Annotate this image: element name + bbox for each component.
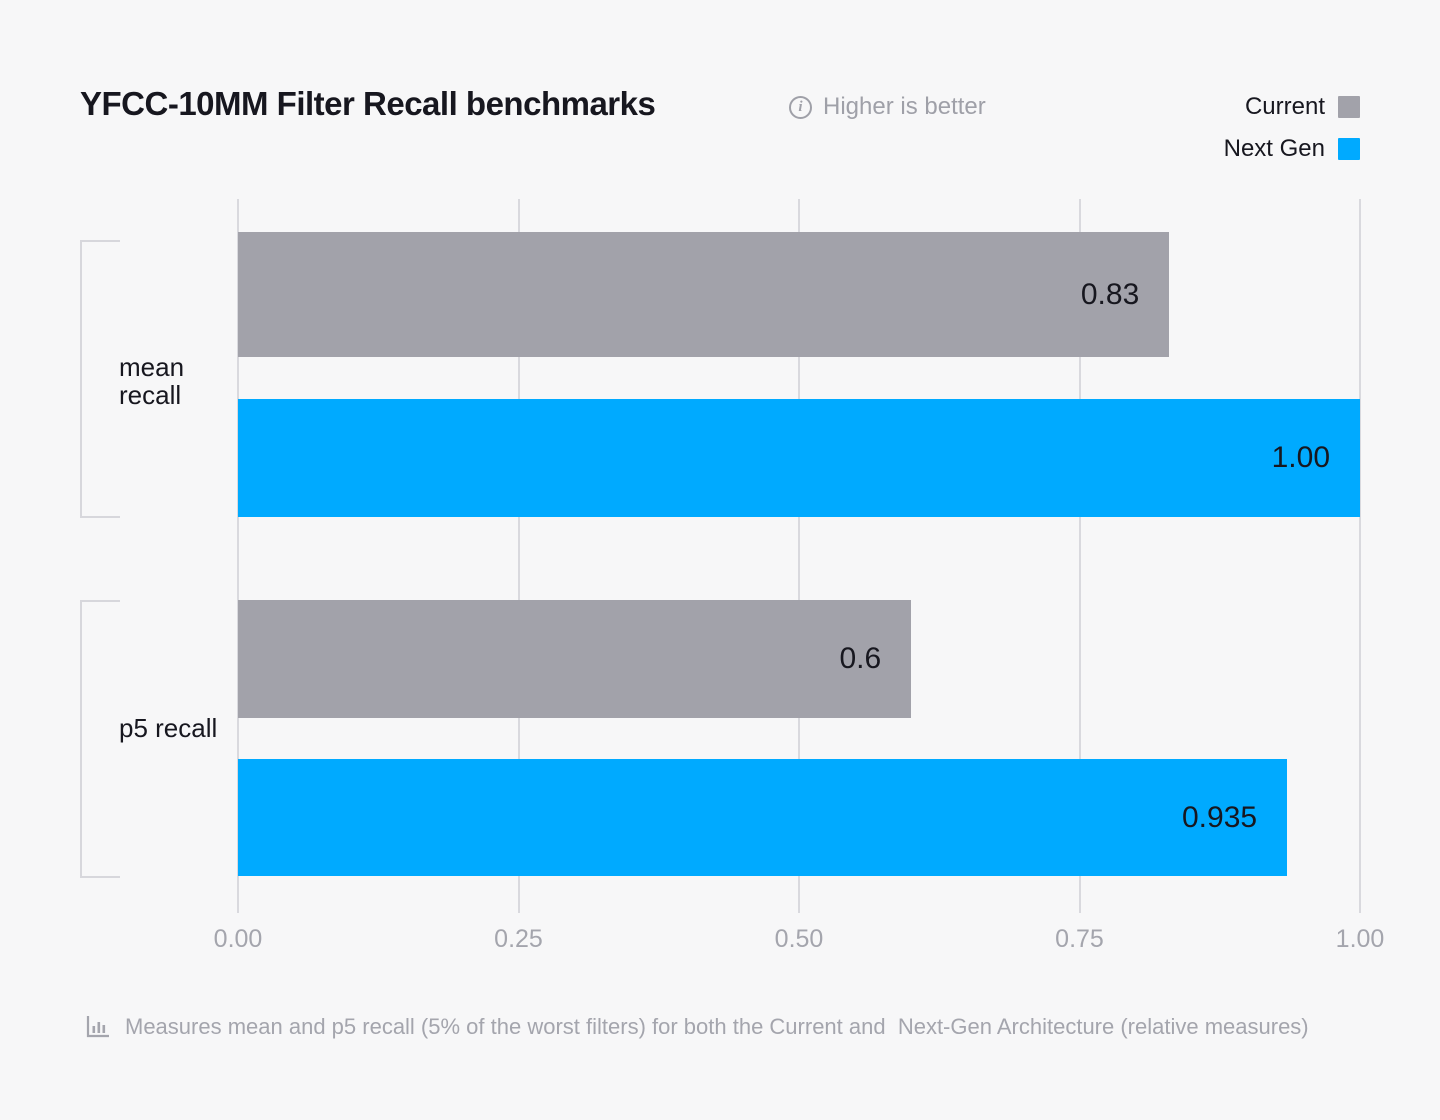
info-icon: i bbox=[789, 95, 812, 119]
bar-chart-icon bbox=[86, 1016, 109, 1038]
bar-row: 0.6 bbox=[238, 600, 1360, 718]
legend-swatch-next-gen bbox=[1338, 138, 1360, 160]
category-label-mean-recall: mean recall bbox=[119, 352, 185, 410]
bar-value-label: 0.83 bbox=[1080, 277, 1140, 311]
page-title: YFCC-10MM Filter Recall benchmarks bbox=[80, 85, 656, 122]
x-tick-label: 0.00 bbox=[213, 925, 263, 953]
bar-row: 1.00 bbox=[238, 399, 1360, 517]
legend-item-next-gen: Next Gen bbox=[1224, 135, 1360, 163]
bar-p5-recall-next-gen: 0.935 bbox=[238, 759, 1288, 876]
bar-p5-recall-current: 0.6 bbox=[238, 600, 912, 718]
bar-mean-recall-next-gen: 1.00 bbox=[238, 399, 1360, 517]
x-tick-label: 0.75 bbox=[1055, 925, 1104, 953]
bar-value-label: 0.6 bbox=[839, 642, 882, 675]
gridline-0.75 bbox=[1078, 199, 1081, 913]
legend-label: Next Gen bbox=[1223, 135, 1325, 162]
group-bracket-p5-recall bbox=[80, 600, 120, 878]
category-label-p5-recall: p5 recall bbox=[119, 713, 218, 743]
x-tick-label: 1.00 bbox=[1335, 925, 1385, 953]
group-bracket-mean-recall bbox=[80, 240, 120, 518]
legend-item-current: Current bbox=[1245, 93, 1360, 121]
legend-label: Current bbox=[1244, 93, 1325, 120]
gridline-0.25 bbox=[517, 199, 520, 913]
bar-row: 0.935 bbox=[238, 759, 1360, 876]
gridline-0.50 bbox=[798, 199, 800, 913]
legend: Current Next Gen bbox=[1224, 93, 1360, 163]
bar-mean-recall-current: 0.83 bbox=[238, 232, 1170, 357]
gridline-0.00 bbox=[237, 199, 239, 913]
bar-value-label: 1.00 bbox=[1271, 441, 1330, 474]
gridline-1.00 bbox=[1359, 199, 1361, 913]
x-tick-label: 0.50 bbox=[774, 925, 824, 953]
bar-row: 0.83 bbox=[238, 232, 1360, 357]
footer-caption: Measures mean and p5 recall (5% of the w… bbox=[84, 1013, 1309, 1040]
footer-text: Measures mean and p5 recall (5% of the w… bbox=[125, 1013, 1309, 1039]
higher-is-better-note: i Higher is better bbox=[789, 93, 986, 121]
bar-value-label: 0.935 bbox=[1181, 800, 1258, 834]
x-tick-label: 0.25 bbox=[494, 925, 543, 953]
legend-swatch-current bbox=[1338, 96, 1360, 118]
x-axis: 0.00 0.25 0.50 0.75 1.00 bbox=[214, 925, 1385, 955]
note-text: Higher is better bbox=[823, 93, 986, 120]
plot-area: 0.83 1.00 0.6 0.935 bbox=[237, 199, 1361, 913]
